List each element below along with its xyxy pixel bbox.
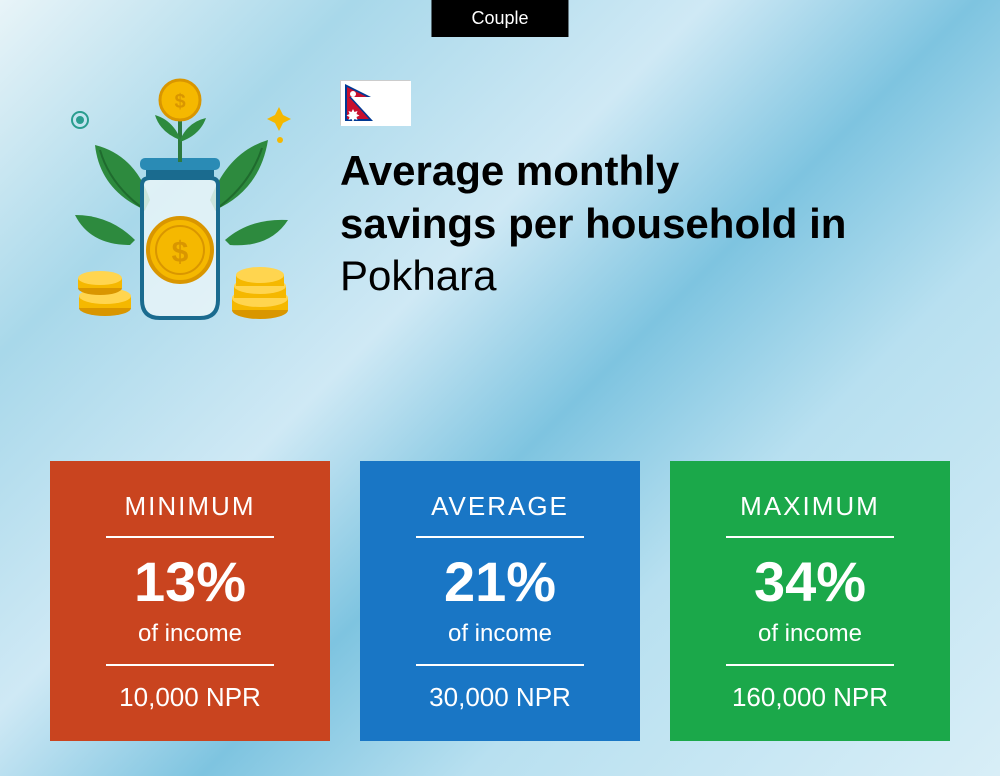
title-line-2: savings per household in xyxy=(340,200,846,247)
card-divider xyxy=(416,536,584,538)
savings-illustration: $ $ xyxy=(50,70,310,330)
svg-text:$: $ xyxy=(174,91,185,113)
card-sub: of income xyxy=(690,620,930,648)
coin-stack-right-icon xyxy=(232,267,288,319)
category-tab-label: Couple xyxy=(471,8,528,28)
svg-text:$: $ xyxy=(172,236,189,269)
card-amount: 10,000 NPR xyxy=(70,682,310,713)
card-divider xyxy=(106,664,274,666)
title-city: Pokhara xyxy=(340,252,496,299)
header-area: $ $ Average monthly savings per househol… xyxy=(50,70,950,330)
stat-cards-row: MINIMUM 13% of income 10,000 NPR AVERAGE… xyxy=(50,461,950,741)
plant-stem-icon: $ xyxy=(155,80,206,162)
page-title: Average monthly savings per household in… xyxy=(340,145,950,303)
card-divider xyxy=(416,664,584,666)
category-tab: Couple xyxy=(431,0,568,37)
card-label: AVERAGE xyxy=(380,491,620,522)
stat-card-minimum: MINIMUM 13% of income 10,000 NPR xyxy=(50,461,330,741)
card-label: MINIMUM xyxy=(70,491,310,522)
card-percent: 13% xyxy=(70,554,310,610)
nepal-flag-icon xyxy=(340,80,410,125)
savings-jar-icon: $ $ xyxy=(50,70,310,330)
coin-stack-left-icon xyxy=(78,271,131,316)
title-line-1: Average monthly xyxy=(340,147,679,194)
card-amount: 30,000 NPR xyxy=(380,682,620,713)
stat-card-average: AVERAGE 21% of income 30,000 NPR xyxy=(360,461,640,741)
card-percent: 21% xyxy=(380,554,620,610)
card-sub: of income xyxy=(380,620,620,648)
card-percent: 34% xyxy=(690,554,930,610)
stat-card-maximum: MAXIMUM 34% of income 160,000 NPR xyxy=(670,461,950,741)
card-divider xyxy=(106,536,274,538)
jar-coin-icon: $ xyxy=(148,218,212,282)
card-divider xyxy=(726,536,894,538)
title-area: Average monthly savings per household in… xyxy=(340,70,950,303)
card-amount: 160,000 NPR xyxy=(690,682,930,713)
card-label: MAXIMUM xyxy=(690,491,930,522)
card-divider xyxy=(726,664,894,666)
card-sub: of income xyxy=(70,620,310,648)
